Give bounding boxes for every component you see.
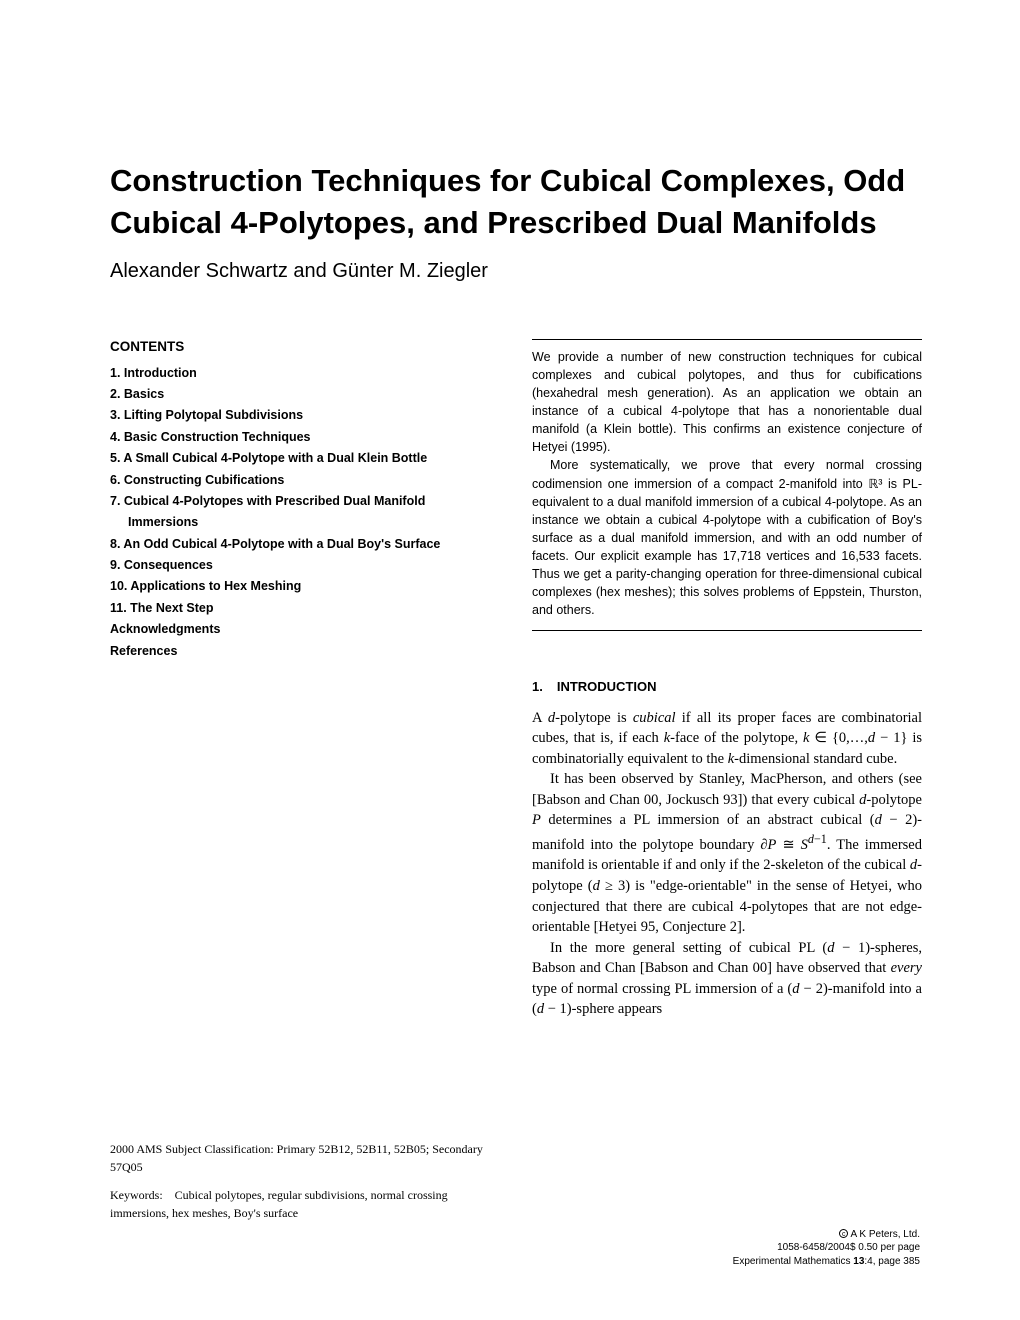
intro-body: A d-polytope is cubical if all its prope…: [532, 708, 922, 1021]
contents-item: 9. Consequences: [110, 556, 500, 575]
copyright-line: c A K Peters, Ltd.: [733, 1228, 920, 1242]
keywords: Keywords: Cubical polytopes, regular sub…: [110, 1186, 500, 1222]
contents-item: Acknowledgments: [110, 620, 500, 639]
contents-item: References: [110, 642, 500, 661]
contents-item: 10. Applications to Hex Meshing: [110, 577, 500, 596]
footer-right: c A K Peters, Ltd. 1058-6458/2004$ 0.50 …: [733, 1228, 920, 1269]
abstract-p1: We provide a number of new construction …: [532, 348, 922, 457]
ams-classification: 2000 AMS Subject Classification: Primary…: [110, 1140, 500, 1176]
contents-item: 7. Cubical 4-Polytopes with Prescribed D…: [110, 492, 500, 511]
contents-item: 4. Basic Construction Techniques: [110, 428, 500, 447]
footer-left: 2000 AMS Subject Classification: Primary…: [110, 1140, 500, 1222]
journal-line: Experimental Mathematics 13:4, page 385: [733, 1255, 920, 1269]
copyright-icon: c: [839, 1229, 848, 1238]
issn-line: 1058-6458/2004$ 0.50 per page: [733, 1241, 920, 1255]
contents-item: 3. Lifting Polytopal Subdivisions: [110, 406, 500, 425]
two-column-layout: CONTENTS 1. Introduction 2. Basics 3. Lift…: [110, 339, 920, 1020]
section-number: 1.: [532, 679, 543, 694]
intro-p3: In the more general setting of cubical P…: [532, 938, 922, 1020]
paper-title: Construction Techniques for Cubical Comp…: [110, 160, 920, 244]
paper-authors: Alexander Schwartz and Günter M. Ziegler: [110, 260, 920, 283]
contents-item: 11. The Next Step: [110, 599, 500, 618]
section-heading-intro: 1. INTRODUCTION: [532, 679, 922, 694]
intro-p1: A d-polytope is cubical if all its prope…: [532, 708, 922, 770]
contents-item: 1. Introduction: [110, 364, 500, 383]
section-title: INTRODUCTION: [557, 679, 657, 694]
contents-list: 1. Introduction 2. Basics 3. Lifting Polyt…: [110, 364, 500, 661]
contents-item: Immersions: [110, 513, 500, 532]
abstract-p2: More systematically, we prove that every…: [532, 456, 922, 619]
right-column: We provide a number of new construction …: [532, 339, 922, 1020]
intro-p2: It has been observed by Stanley, MacPher…: [532, 769, 922, 937]
contents-item: 2. Basics: [110, 385, 500, 404]
abstract: We provide a number of new construction …: [532, 339, 922, 631]
left-column: CONTENTS 1. Introduction 2. Basics 3. Lift…: [110, 339, 500, 1020]
contents-item: 6. Constructing Cubifications: [110, 471, 500, 490]
contents-item: 8. An Odd Cubical 4-Polytope with a Dual…: [110, 535, 500, 554]
contents-item: 5. A Small Cubical 4-Polytope with a Dua…: [110, 449, 500, 468]
contents-heading: CONTENTS: [110, 339, 500, 354]
